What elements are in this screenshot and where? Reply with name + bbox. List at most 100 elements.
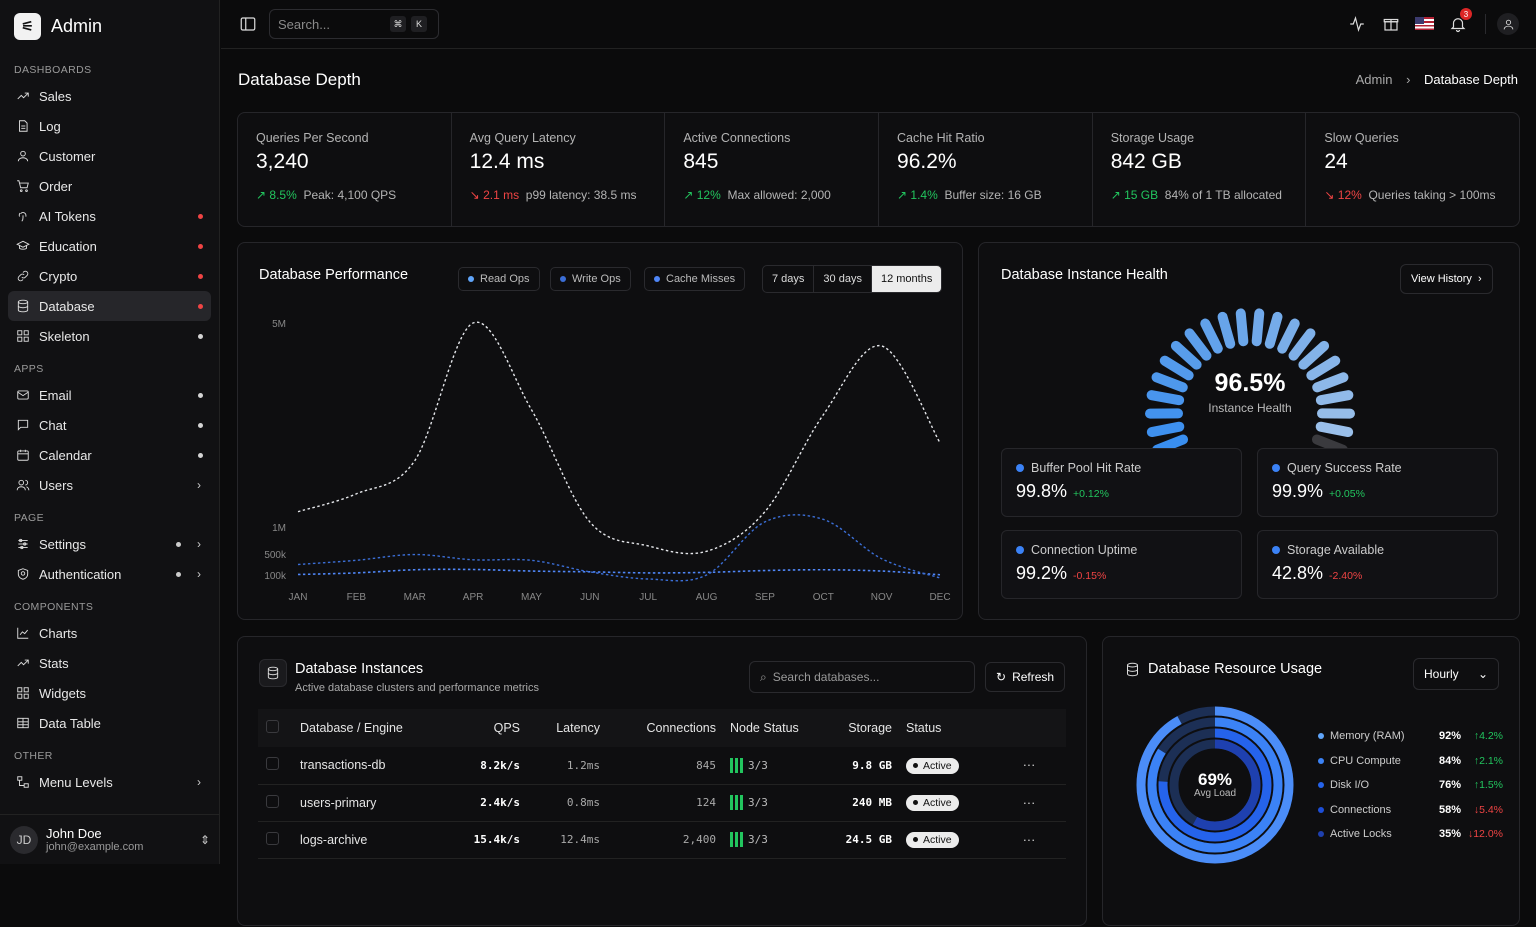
sidebar-item-order[interactable]: Order: [8, 171, 211, 201]
sidebar-item-ai-tokens[interactable]: AI Tokens: [8, 201, 211, 231]
sidebar-item-chat[interactable]: Chat: [8, 410, 211, 440]
grid-icon: [16, 686, 30, 700]
bell-icon[interactable]: 3: [1449, 15, 1467, 33]
search-input[interactable]: Search... ⌘ K: [269, 9, 439, 39]
col-latency[interactable]: Latency: [520, 709, 600, 747]
more-icon[interactable]: ···: [992, 821, 1066, 858]
status-badge: Active: [906, 795, 959, 811]
sidebar-item-menu-levels[interactable]: Menu Levels›: [8, 767, 211, 797]
sidebar-toggle-icon[interactable]: [239, 15, 257, 33]
health-value: 96.5%: [979, 369, 1521, 398]
table-header: Database / Engine QPS Latency Connection…: [258, 709, 1066, 747]
sidebar-item-email[interactable]: Email: [8, 380, 211, 410]
sidebar-item-label: Settings: [39, 537, 86, 552]
main-content: Database Depth Admin › Database Depth Qu…: [221, 50, 1536, 864]
resource-donut: [1115, 697, 1315, 927]
table-row[interactable]: users-primary 2.4k/s 0.8ms 124 3/3 240 M…: [258, 784, 1066, 821]
sidebar-nav: DASHBOARDS Sales Log Customer Order AI T…: [0, 63, 219, 797]
refresh-label: Refresh: [1012, 670, 1054, 684]
interval-select[interactable]: Hourly⌄: [1413, 658, 1499, 690]
database-icon: [16, 299, 30, 313]
row-checkbox[interactable]: [266, 757, 279, 770]
user-name: John Doe: [46, 826, 192, 841]
row-checkbox[interactable]: [266, 832, 279, 845]
database-search-input[interactable]: ⌕Search databases...: [749, 661, 975, 693]
col-connections[interactable]: Connections: [600, 709, 716, 747]
sidebar-item-sales[interactable]: Sales: [8, 81, 211, 111]
sidebar-item-database[interactable]: Database: [8, 291, 211, 321]
sidebar-item-calendar[interactable]: Calendar: [8, 440, 211, 470]
resource-delta: ↑2.1%: [1474, 755, 1503, 767]
gauge-segment: [1257, 313, 1260, 341]
gauge-segment: [1223, 317, 1231, 344]
db-latency: 1.2ms: [520, 747, 600, 784]
table-row[interactable]: transactions-db 8.2k/s 1.2ms 845 3/3 9.8…: [258, 747, 1066, 784]
db-name[interactable]: users-primary: [300, 784, 460, 821]
legend-dot: [1318, 758, 1324, 764]
sidebar-item-settings[interactable]: Settings›: [8, 529, 211, 559]
more-icon[interactable]: ···: [992, 784, 1066, 821]
db-storage: 240 MB: [816, 784, 892, 821]
sidebar-item-widgets[interactable]: Widgets: [8, 678, 211, 708]
health-metric-label: Buffer Pool Hit Rate: [1031, 461, 1141, 475]
sidebar-item-users[interactable]: Users›: [8, 470, 211, 500]
breadcrumb-root[interactable]: Admin: [1356, 72, 1393, 87]
sidebar-item-charts[interactable]: Charts: [8, 618, 211, 648]
table-icon: [16, 716, 30, 730]
sidebar-item-stats[interactable]: Stats: [8, 648, 211, 678]
user-email: john@example.com: [46, 841, 192, 853]
sidebar-item-log[interactable]: Log: [8, 111, 211, 141]
brand[interactable]: ⚟ Admin: [0, 0, 219, 52]
db-nodes: 3/3: [748, 833, 768, 846]
more-icon[interactable]: ···: [992, 747, 1066, 784]
gift-icon[interactable]: [1382, 15, 1400, 33]
y-tick-label: 100k: [264, 571, 287, 582]
activity-icon[interactable]: [1348, 15, 1366, 33]
health-metric-card: Storage Available 42.8%-2.40%: [1257, 530, 1498, 599]
breadcrumb-current: Database Depth: [1424, 72, 1518, 87]
db-name[interactable]: logs-archive: [300, 821, 460, 858]
resource-percent: 35%: [1439, 828, 1461, 840]
chevron-right-icon: ›: [1406, 72, 1410, 87]
sidebar-item-crypto[interactable]: Crypto: [8, 261, 211, 291]
sidebar-item-label: Menu Levels: [39, 775, 113, 790]
sidebar-item-label: AI Tokens: [39, 209, 96, 224]
cart-icon: [16, 179, 30, 193]
health-metric-label: Connection Uptime: [1031, 543, 1137, 557]
resource-center-value: 69%: [1115, 770, 1315, 790]
table-row[interactable]: logs-archive 15.4k/s 12.4ms 2,400 3/3 24…: [258, 821, 1066, 858]
stat-card: Storage Usage 842 GB ↗ 15 GB 84% of 1 TB…: [1093, 113, 1307, 226]
sidebar-item-education[interactable]: Education: [8, 231, 211, 261]
resource-delta: ↓5.4%: [1474, 804, 1503, 816]
profile-icon[interactable]: [1497, 13, 1519, 35]
sidebar-item-label: Chat: [39, 418, 66, 433]
sidebar-item-authentication[interactable]: Authentication›: [8, 559, 211, 589]
stat-footer: ↗ 8.5% Peak: 4,100 QPS: [256, 188, 433, 202]
legend-dot: [1318, 733, 1324, 739]
x-tick-label: FEB: [347, 592, 367, 603]
network-icon: [16, 775, 30, 789]
col-qps[interactable]: QPS: [460, 709, 520, 747]
health-label: Instance Health: [979, 401, 1521, 415]
col-node-status[interactable]: Node Status: [716, 709, 816, 747]
db-qps: 2.4k/s: [460, 784, 520, 821]
row-checkbox[interactable]: [266, 795, 279, 808]
col-database[interactable]: Database / Engine: [300, 709, 460, 747]
sidebar-item-label: Crypto: [39, 269, 77, 284]
status-badge: Active: [906, 832, 959, 848]
stat-value: 842 GB: [1111, 150, 1288, 174]
sidebar-item-customer[interactable]: Customer: [8, 141, 211, 171]
chevrons-up-down-icon[interactable]: ⇕: [200, 833, 210, 847]
sidebar-item-skeleton[interactable]: Skeleton: [8, 321, 211, 351]
db-name[interactable]: transactions-db: [300, 747, 460, 784]
select-all-checkbox[interactable]: [266, 720, 279, 733]
refresh-button[interactable]: ↻Refresh: [985, 662, 1065, 692]
user-menu[interactable]: JD John Doe john@example.com ⇕: [0, 814, 220, 864]
col-storage[interactable]: Storage: [816, 709, 892, 747]
stat-delta: 8.5%: [269, 188, 296, 202]
col-status[interactable]: Status: [892, 709, 992, 747]
us-flag-icon[interactable]: [1415, 17, 1434, 30]
gauge-segment: [1176, 346, 1197, 365]
sidebar-item-data-table[interactable]: Data Table: [8, 708, 211, 738]
trend-up-icon: ↗: [1111, 188, 1121, 202]
